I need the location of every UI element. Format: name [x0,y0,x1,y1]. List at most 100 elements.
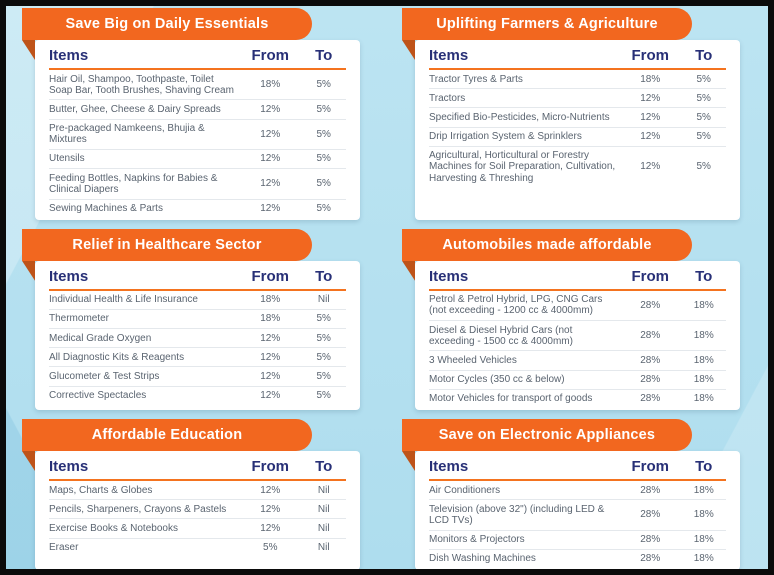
panel: Automobiles made affordable Items From T… [402,228,740,410]
to-rate-cell: 5% [681,145,726,188]
table-row: Exercise Books & Notebooks 12% Nil [49,518,346,539]
item-cell: Tractors [429,88,620,108]
column-header-from: From [239,266,302,291]
table-row: Diesel & Diesel Hybrid Cars (not exceedi… [429,320,726,351]
panel-card: Items From To Maps, Charts & Globes 12% … [35,451,360,569]
rates-table: Items From To Air Conditioners 28% 18% T… [429,457,726,568]
item-cell: Diesel & Diesel Hybrid Cars (not exceedi… [429,320,620,351]
to-rate-cell: 5% [301,308,346,329]
table-row: Petrol & Petrol Hybrid, LPG, CNG Cars (n… [429,290,726,321]
table-row: Tractor Tyres & Parts 18% 5% [429,69,726,89]
from-rate-cell: 5% [239,537,302,557]
table-header-row: Items From To [49,266,346,291]
panel-card: Items From To Hair Oil, Shampoo, Toothpa… [35,40,360,220]
rates-table: Items From To Petrol & Petrol Hybrid, LP… [429,266,726,408]
from-rate-cell: 12% [239,148,302,169]
item-cell: Individual Health & Life Insurance [49,294,198,306]
item-cell: Television (above 32") (including LED & … [429,499,620,531]
item-cell: Drip Irrigation System & Sprinklers [429,126,620,147]
table-row: Television (above 32") (including LED & … [429,499,726,531]
panel-title: Relief in Healthcare Sector [72,236,262,253]
item-cell: Monitors & Projectors [429,529,620,550]
from-rate-cell: 12% [239,366,302,387]
table-row: Thermometer 18% 5% [49,308,346,329]
from-rate-cell: 28% [640,484,661,496]
item-cell: Thermometer [49,308,240,329]
from-rate-cell: 12% [239,385,302,405]
from-rate-cell: 12% [619,88,682,108]
to-rate-cell: 18% [681,320,726,351]
ribbon-fold-icon [22,260,35,281]
to-rate-cell: 5% [301,99,346,120]
to-rate-cell: 18% [681,499,726,531]
from-rate-cell: 18% [640,73,661,85]
table-row: Glucometer & Test Strips 12% 5% [49,366,346,387]
column-header-to: To [681,266,726,291]
panel: Save on Electronic Appliances Items From… [402,419,740,569]
rates-table: Items From To Individual Health & Life I… [49,266,346,405]
item-cell: 3 Wheeled Vehicles [429,350,620,371]
to-rate-cell: 5% [316,79,331,91]
item-cell: Agricultural, Horticultural or Forestry … [429,145,620,188]
table-row: Eraser 5% Nil [49,537,346,557]
ribbon-fold-icon [402,260,415,281]
to-rate-cell: 5% [696,73,711,85]
panel-card: Items From To Air Conditioners 28% 18% T… [415,451,740,569]
to-rate-cell: Nil [301,499,346,519]
from-rate-cell: 12% [260,484,281,496]
table-row: Pre-packaged Namkeens, Bhujia & Mixtures… [49,118,346,150]
table-row: Motor Vehicles for transport of goods 28… [429,388,726,408]
table-header-row: Items From To [429,266,726,291]
from-rate-cell: 18% [260,294,281,306]
table-row: Medical Grade Oxygen 12% 5% [49,328,346,348]
from-rate-cell: 18% [260,79,281,91]
rates-table: Items From To Hair Oil, Shampoo, Toothpa… [49,46,346,218]
from-rate-cell: 12% [239,168,302,199]
panel-card: Items From To Petrol & Petrol Hybrid, LP… [415,260,740,410]
from-rate-cell: 28% [619,548,682,568]
rates-table: Items From To Tractor Tyres & Parts 18% … [429,46,726,188]
panel: Relief in Healthcare Sector Items From T… [22,228,360,410]
panel-title: Uplifting Farmers & Agriculture [436,16,658,32]
table-row: Individual Health & Life Insurance 18% N… [49,290,346,310]
column-header-from: From [619,266,682,291]
to-rate-cell: 18% [681,388,726,408]
to-rate-cell: 5% [301,118,346,150]
column-header-to: To [301,46,346,70]
panel-card: Items From To Individual Health & Life I… [35,260,360,410]
table-row: Utensils 12% 5% [49,148,346,169]
item-cell: Butter, Ghee, Cheese & Dairy Spreads [49,99,240,120]
from-rate-cell: 12% [239,518,302,539]
to-rate-cell: Nil [301,537,346,557]
panel: Affordable Education Items From To Maps,… [22,419,360,569]
to-rate-cell: 5% [301,168,346,199]
to-rate-cell: 18% [693,484,714,496]
table-row: Corrective Spectacles 12% 5% [49,385,346,405]
item-cell: Exercise Books & Notebooks [49,518,240,539]
from-rate-cell: 28% [619,388,682,408]
column-header-from: From [619,457,682,481]
item-cell: Utensils [49,148,240,169]
column-header-from: From [239,457,302,481]
item-cell: All Diagnostic Kits & Reagents [49,347,240,367]
item-cell: Tractor Tyres & Parts [429,73,523,85]
table-row: Maps, Charts & Globes 12% Nil [49,480,346,500]
column-header-to: To [301,266,346,291]
item-cell: Feeding Bottles, Napkins for Babies & Cl… [49,168,240,199]
panel-ribbon: Relief in Healthcare Sector [22,228,312,281]
table-row: Air Conditioners 28% 18% [429,480,726,500]
to-rate-cell: 5% [301,366,346,387]
from-rate-cell: 12% [619,145,682,188]
column-header-items: Items [49,266,240,291]
item-cell: Petrol & Petrol Hybrid, LPG, CNG Cars (n… [429,294,603,317]
to-rate-cell: 18% [681,529,726,550]
panel-title: Affordable Education [91,427,243,443]
panel: Uplifting Farmers & Agriculture Items Fr… [402,8,740,220]
item-cell: Maps, Charts & Globes [49,484,153,496]
table-row: Monitors & Projectors 28% 18% [429,529,726,550]
to-rate-cell: Nil [301,518,346,539]
to-rate-cell: 5% [301,385,346,405]
column-header-from: From [239,46,302,70]
table-row: Feeding Bottles, Napkins for Babies & Cl… [49,168,346,199]
from-rate-cell: 28% [640,299,661,311]
